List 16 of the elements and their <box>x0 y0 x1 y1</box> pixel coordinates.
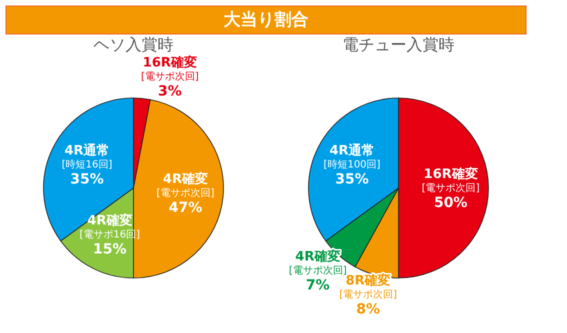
data-label: 15% <box>93 242 127 258</box>
category-label: 4R通常 [時短16回] <box>62 143 112 170</box>
data-label: 35% <box>70 171 104 188</box>
category-label: 4R確変 [電サポ次回] <box>156 172 214 199</box>
data-label: 8% <box>356 302 380 318</box>
data-label: 47% <box>168 200 202 216</box>
data-label: 3% <box>158 83 182 100</box>
text: 大当り割合 <box>224 10 308 30</box>
chart-title: ヘソ入賞時 <box>94 35 174 54</box>
data-label: 7% <box>306 278 330 294</box>
category-label: 4R通常 [時短100回] <box>324 143 380 170</box>
data-label: 50% <box>434 195 468 211</box>
category-label: 16R確変 [電サポ次回] <box>422 167 480 194</box>
data-label: 35% <box>335 171 369 188</box>
category-label: 16R確変 [電サポ次回] <box>140 55 199 82</box>
chart-title: 電チュー入賞時 <box>342 35 454 54</box>
